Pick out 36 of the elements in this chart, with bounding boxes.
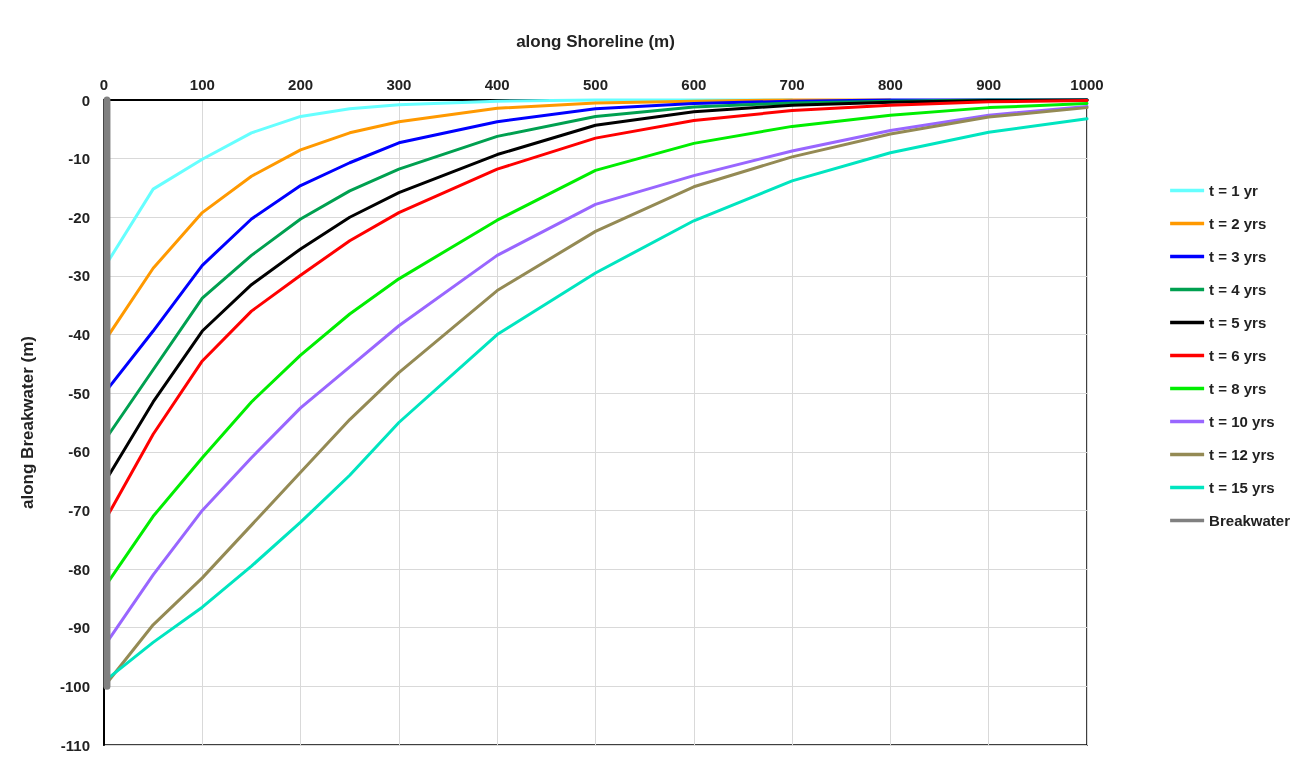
x-tick-label: 600: [681, 76, 707, 93]
legend-label: t = 8 yrs: [1209, 380, 1267, 397]
y-axis-title: along Breakwater (m): [18, 336, 37, 509]
y-tick-label: -40: [68, 326, 90, 344]
x-tick-label: 0: [99, 76, 109, 93]
legend-label: t = 1 yr: [1209, 182, 1259, 199]
x-tick-label: 500: [582, 76, 609, 93]
legend-label: t = 12 yrs: [1209, 446, 1275, 463]
legend-label: t = 2 yrs: [1209, 215, 1267, 232]
x-tick-label: 700: [779, 76, 805, 93]
x-tick-label: 400: [484, 76, 510, 93]
x-tick-label: 900: [976, 76, 1002, 93]
x-tick-label: 100: [189, 76, 215, 93]
x-tick-label: 1000: [1070, 76, 1104, 93]
y-tick-label: -50: [68, 384, 90, 402]
y-tick-label: -70: [68, 501, 90, 519]
y-tick-label: -110: [60, 736, 90, 754]
y-tick-label: -20: [68, 208, 90, 226]
legend-label: Breakwater: [1209, 512, 1291, 529]
x-axis-title: along Shoreline (m): [516, 32, 675, 51]
legend-label: t = 4 yrs: [1209, 281, 1267, 298]
y-tick-label: -60: [68, 443, 90, 461]
y-tick-label: -90: [68, 619, 90, 637]
y-tick-label: -10: [68, 150, 90, 168]
y-tick-label: -80: [68, 560, 90, 578]
x-tick-label: 200: [288, 76, 314, 93]
y-tick-label: -100: [59, 677, 90, 695]
legend-label: t = 10 yrs: [1209, 413, 1275, 430]
y-tick-label: -30: [68, 267, 90, 285]
legend-label: t = 5 yrs: [1209, 314, 1267, 331]
legend-label: t = 3 yrs: [1209, 248, 1267, 265]
y-tick-label: 0: [81, 91, 90, 109]
legend-label: t = 15 yrs: [1209, 479, 1275, 496]
x-tick-label: 300: [386, 76, 412, 93]
x-tick-label: 800: [877, 76, 903, 93]
legend-label: t = 6 yrs: [1209, 347, 1267, 364]
